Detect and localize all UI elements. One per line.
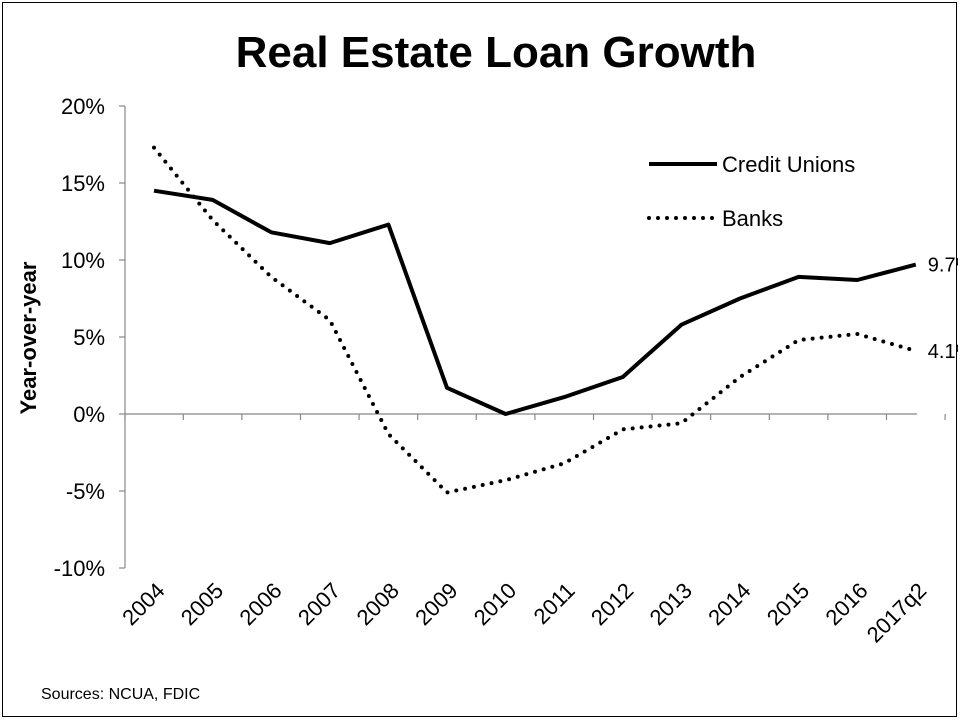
y-tick-labels: 20% 15% 10% 5% 0% -5% -10% — [54, 94, 105, 581]
x-tick-label: 2016 — [820, 578, 872, 630]
series-line-credit-unions — [153, 188, 917, 416]
legend-label: Credit Unions — [722, 152, 855, 177]
chart-title: Real Estate Loan Growth — [236, 28, 757, 77]
y-tick-label: 15% — [61, 171, 105, 196]
series-line-banks — [152, 145, 918, 495]
x-tick-label: 2014 — [703, 578, 755, 630]
end-label: 4.1% — [928, 341, 958, 363]
x-tick-label: 2015 — [762, 578, 814, 630]
y-tick-label: 10% — [61, 248, 105, 273]
source-note: Sources: NCUA, FDIC — [41, 686, 201, 703]
y-axis-label: Year-over-year — [16, 261, 41, 414]
x-tick-label: 2005 — [176, 578, 228, 630]
x-tick-label: 2012 — [586, 578, 638, 630]
x-tick-label: 2004 — [117, 578, 169, 630]
x-tick-label: 2008 — [352, 578, 404, 630]
y-tick-label: 5% — [73, 325, 105, 350]
x-tick-labels: 2004 2005 2006 2007 2008 2009 2010 2011 2012 2013… — [117, 578, 931, 648]
line-chart: Real Estate Loan Growth Year-over-year 2… — [16, 28, 958, 648]
x-tick-label: 2009 — [410, 578, 462, 630]
axes — [119, 105, 946, 569]
y-tick-label: 0% — [73, 402, 105, 427]
y-tick-label: 20% — [61, 94, 105, 119]
x-tick-label: 2011 — [529, 578, 580, 629]
x-tick-label: 2017q2 — [862, 578, 932, 648]
y-tick-label: -10% — [54, 556, 105, 581]
series-lines — [152, 145, 918, 495]
x-tick-label: 2007 — [293, 578, 345, 630]
x-tick-label: 2006 — [234, 578, 286, 630]
x-tick-label: 2013 — [645, 578, 697, 630]
y-tick-label: -5% — [66, 479, 105, 504]
x-tick-label: 2010 — [469, 578, 521, 630]
legend-label: Banks — [722, 206, 783, 231]
end-label: 9.7% — [928, 255, 958, 277]
legend: Credit Unions Banks — [647, 152, 855, 231]
end-labels: 9.7% 4.1% — [928, 255, 958, 363]
